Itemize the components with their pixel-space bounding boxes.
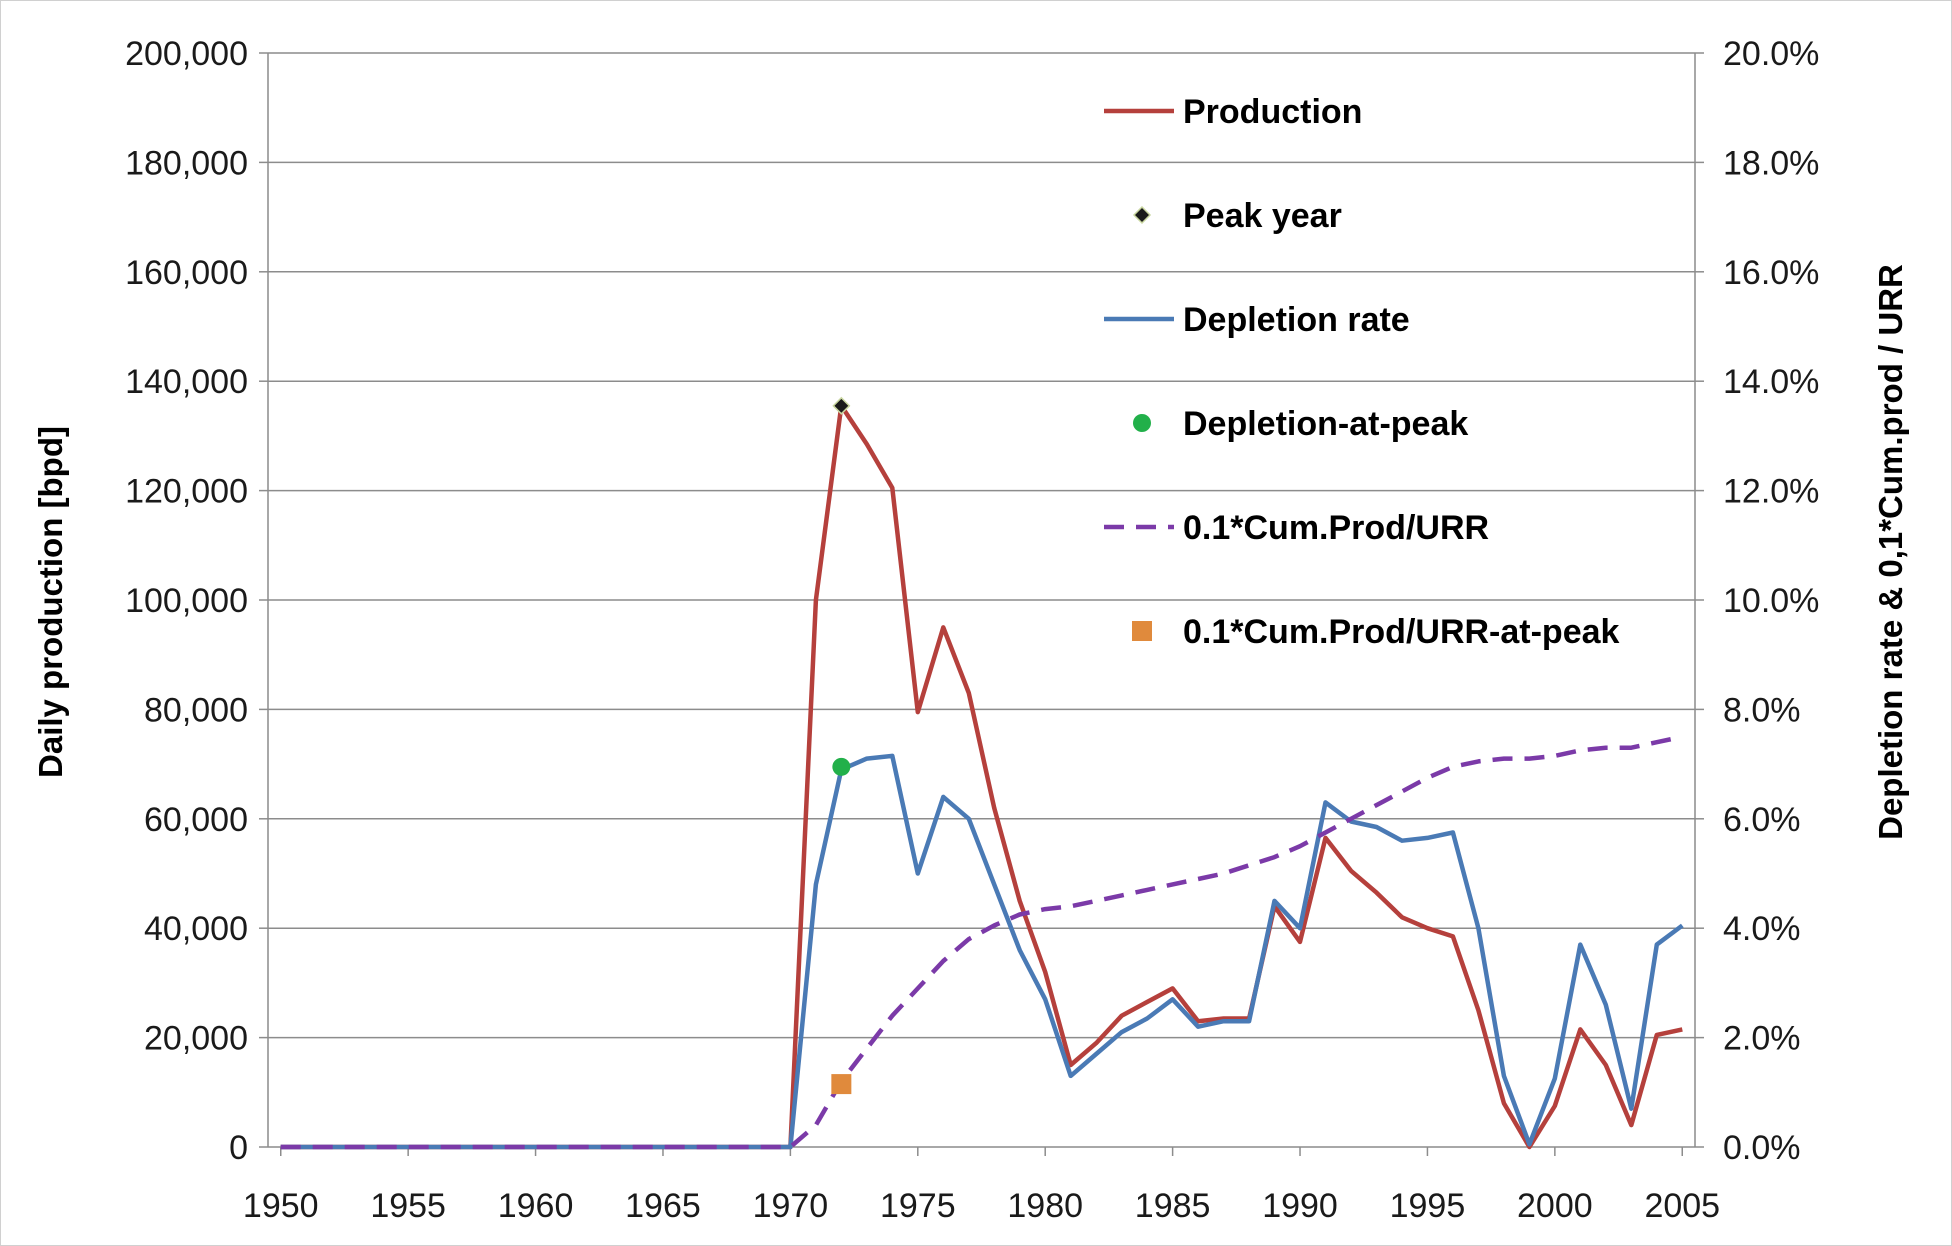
right-axis-ticks: 0.0% 2.0% 4.0% 6.0% 8.0% 10.0% 12.0% 14.0% 16.0%… bbox=[1723, 35, 1819, 1167]
legend-label-0-1-cum-prod-urr-at-peak: 0.1*Cum.Prod/URR-at-peak bbox=[1183, 613, 1620, 651]
legend-swatch-0-1-cum-prod-urr-at-peak bbox=[1132, 621, 1152, 641]
left-tick-label: 40,000 bbox=[144, 910, 248, 948]
x-tick-label: 1975 bbox=[880, 1187, 956, 1225]
x-tick-label: 2005 bbox=[1644, 1187, 1720, 1225]
right-tick-label: 12.0% bbox=[1723, 473, 1819, 511]
left-tick-label: 0 bbox=[229, 1129, 248, 1167]
right-axis-title: Depletion rate & 0,1*Cum.prod / URR bbox=[1872, 264, 1909, 840]
left-tick-label: 60,000 bbox=[144, 801, 248, 839]
legend-swatch-peak-year bbox=[1132, 205, 1152, 225]
legend-label-peak-year: Peak year bbox=[1183, 197, 1342, 235]
right-tick-label: 4.0% bbox=[1723, 910, 1801, 948]
x-tick-label: 1960 bbox=[498, 1187, 574, 1225]
right-tick-label: 2.0% bbox=[1723, 1020, 1801, 1058]
left-tick-label: 20,000 bbox=[144, 1020, 248, 1058]
x-tick-label: 1950 bbox=[243, 1187, 319, 1225]
right-tick-label: 14.0% bbox=[1723, 363, 1819, 401]
legend: Production Peak year Depletion rate Depleti… bbox=[1104, 93, 1620, 651]
left-tick-label: 140,000 bbox=[125, 363, 248, 401]
x-axis-ticks: 1950 1955 1960 1965 1970 1975 1980 1985 1990 1995… bbox=[243, 1187, 1720, 1225]
left-tick-label: 100,000 bbox=[125, 582, 248, 620]
marker-0-1-cum-prod-urr-at-peak bbox=[831, 1074, 852, 1095]
legend-label-0-1-cum-prod-urr: 0.1*Cum.Prod/URR bbox=[1183, 509, 1489, 547]
legend-label-production: Production bbox=[1183, 93, 1362, 131]
left-tick-label: 120,000 bbox=[125, 473, 248, 511]
grid-lines bbox=[268, 52, 1695, 1039]
series-line-0-1-cum-prod-urr bbox=[280, 734, 1683, 1150]
x-tick-label: 1970 bbox=[753, 1187, 829, 1225]
x-tick-label: 1995 bbox=[1390, 1187, 1466, 1225]
left-tick-label: 80,000 bbox=[144, 691, 248, 729]
x-tick-label: 1955 bbox=[370, 1187, 446, 1225]
right-tick-label: 10.0% bbox=[1723, 582, 1819, 620]
x-tick-label: 1990 bbox=[1262, 1187, 1338, 1225]
x-tick-label: 1985 bbox=[1135, 1187, 1211, 1225]
right-tick-label: 16.0% bbox=[1723, 254, 1819, 292]
x-tick-label: 2000 bbox=[1517, 1187, 1593, 1225]
series bbox=[280, 396, 1684, 1150]
x-tick-label: 1980 bbox=[1007, 1187, 1083, 1225]
right-tick-label: 8.0% bbox=[1723, 691, 1801, 729]
right-tick-label: 18.0% bbox=[1723, 144, 1819, 182]
marker-peak-year bbox=[832, 396, 851, 415]
left-axis-ticks: 0 20,000 40,000 60,000 80,000 100,000 120,000 1… bbox=[125, 35, 248, 1167]
marker-depletion-at-peak bbox=[832, 757, 851, 776]
left-tick-label: 160,000 bbox=[125, 254, 248, 292]
axes bbox=[259, 52, 1704, 1156]
right-tick-label: 6.0% bbox=[1723, 801, 1801, 839]
x-tick-label: 1965 bbox=[625, 1187, 701, 1225]
left-tick-label: 180,000 bbox=[125, 144, 248, 182]
left-axis-title: Daily production [bpd] bbox=[32, 426, 69, 778]
right-tick-label: 0.0% bbox=[1723, 1129, 1801, 1167]
left-tick-label: 200,000 bbox=[125, 35, 248, 73]
legend-label-depletion-at-peak: Depletion-at-peak bbox=[1183, 405, 1468, 443]
right-tick-label: 20.0% bbox=[1723, 35, 1819, 73]
legend-label-depletion-rate: Depletion rate bbox=[1183, 301, 1410, 339]
legend-swatch-depletion-at-peak bbox=[1133, 414, 1151, 432]
